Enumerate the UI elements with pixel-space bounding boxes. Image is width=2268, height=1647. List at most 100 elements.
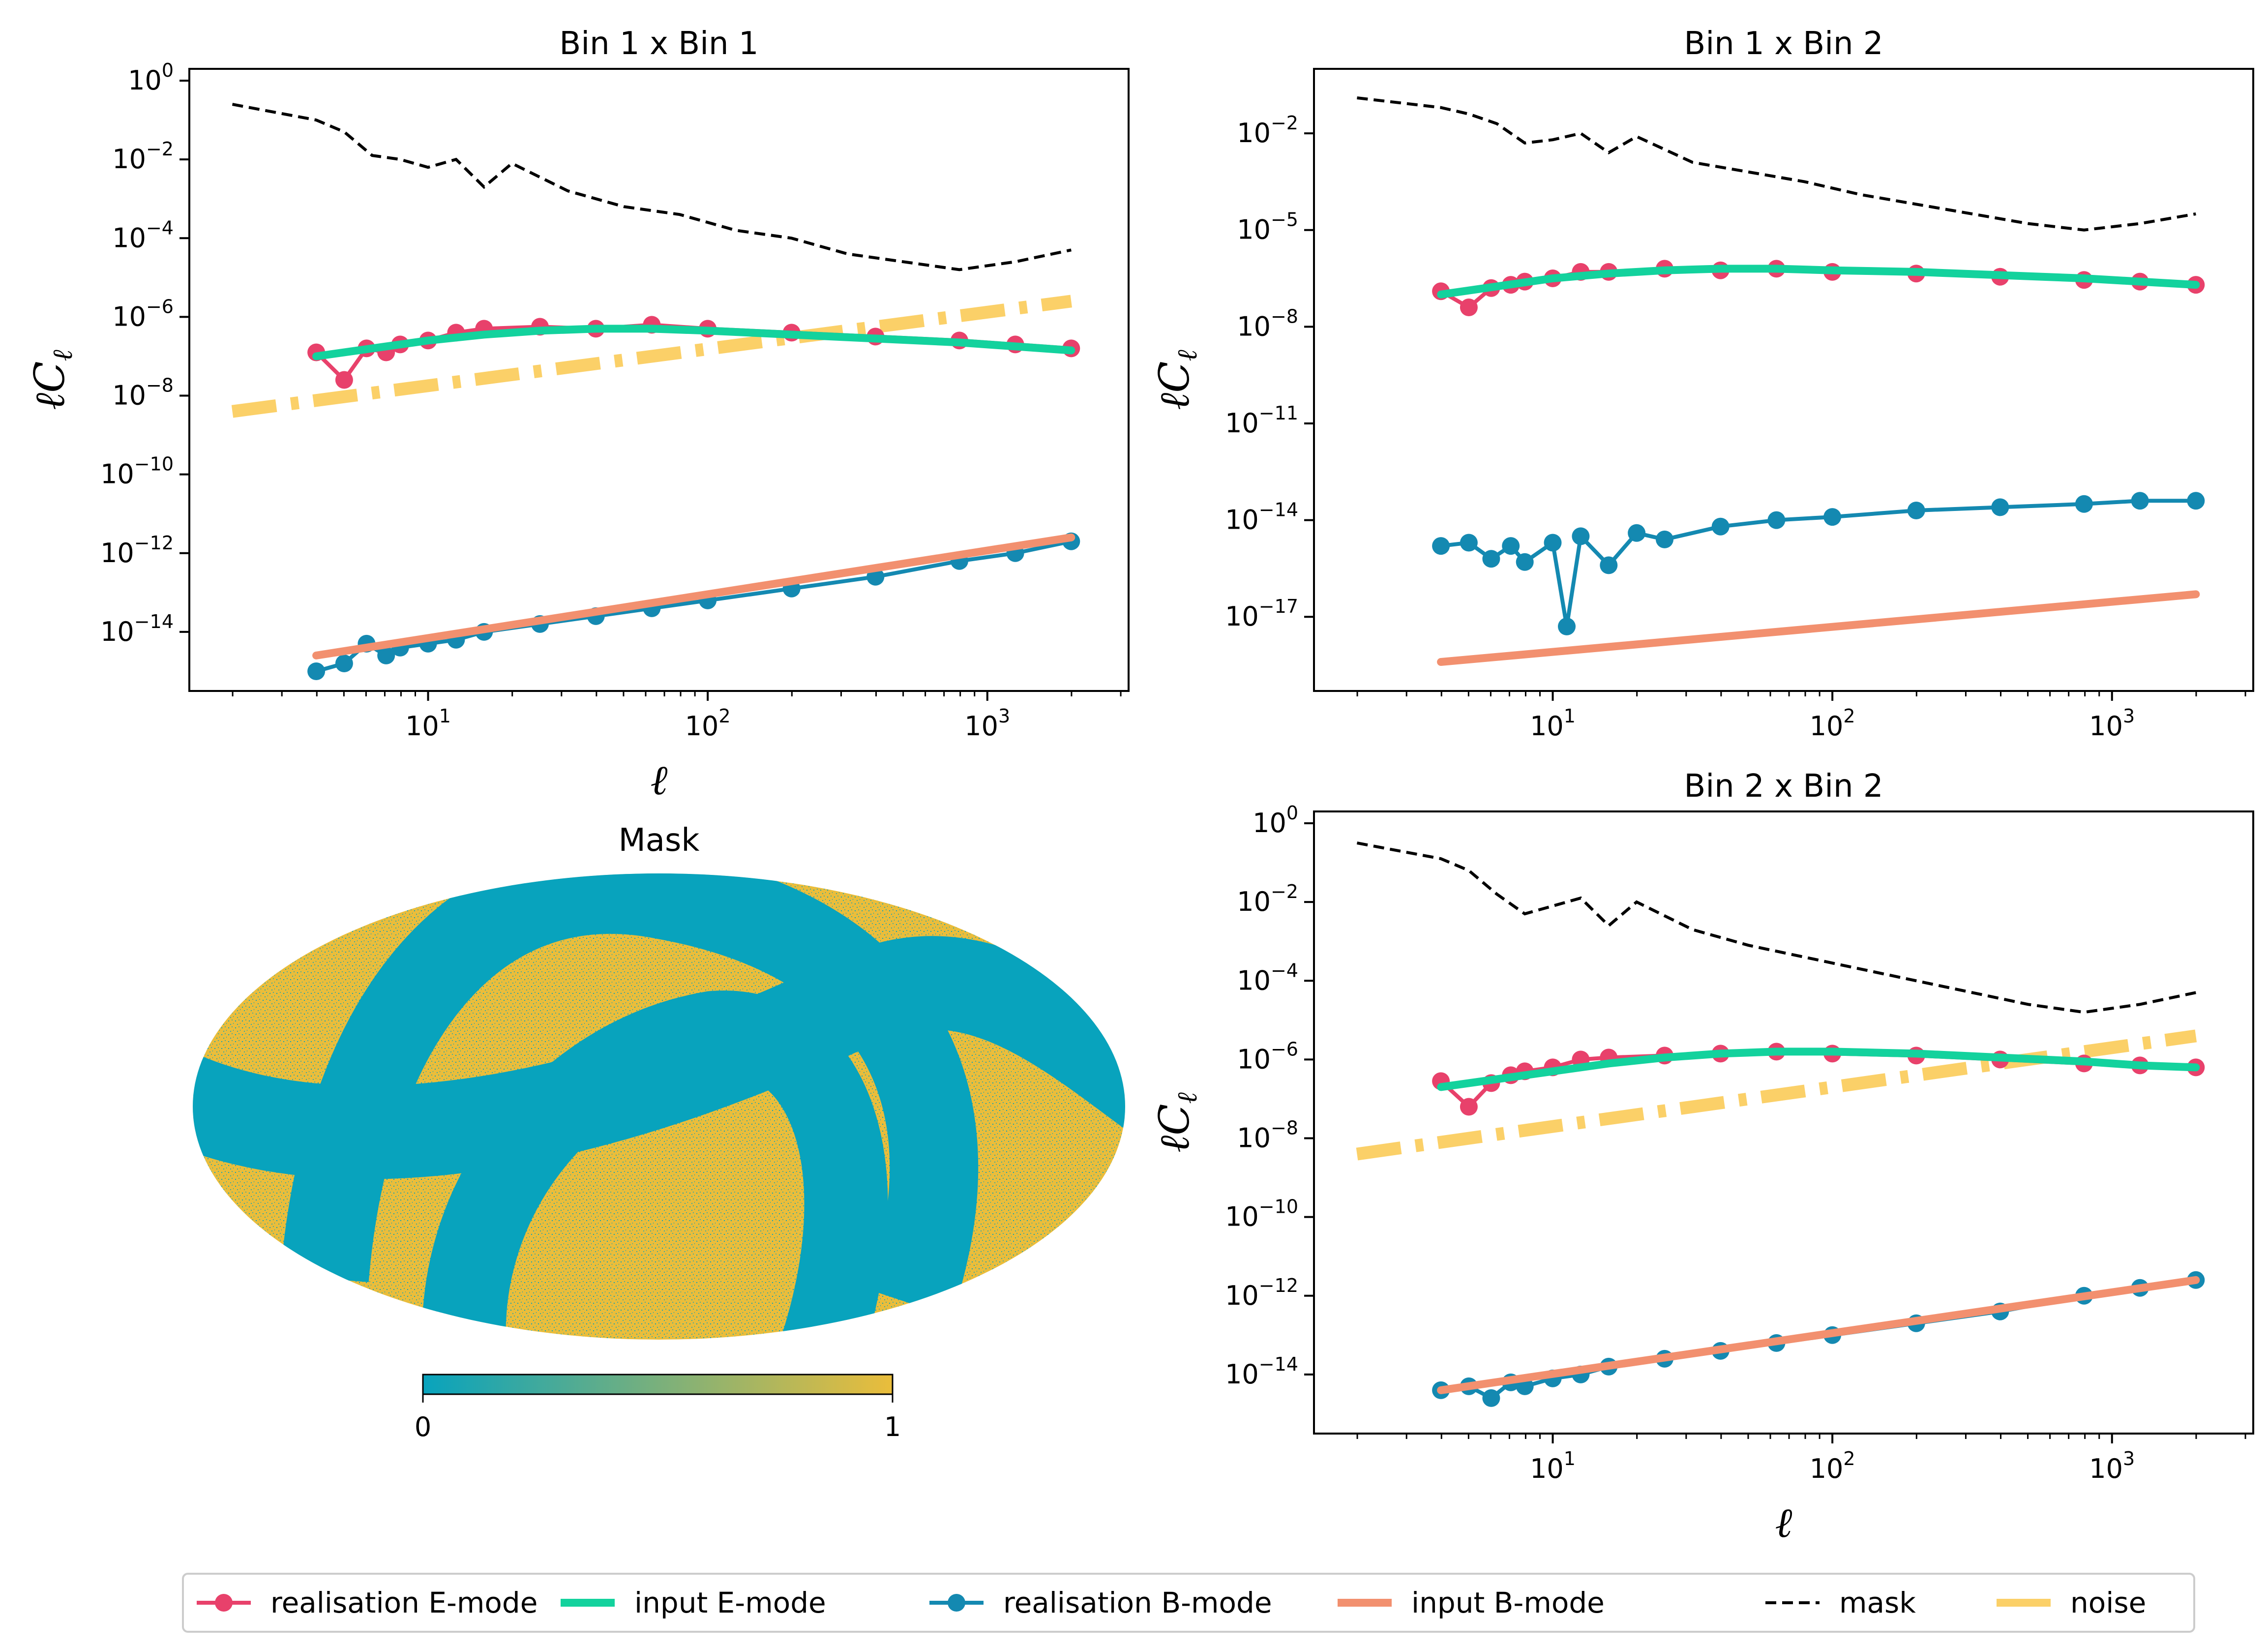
- y-tick-label: 10−8: [112, 375, 174, 411]
- x-axis-label: ℓ: [1775, 1498, 1792, 1547]
- point-realisation-b-mode: [1991, 498, 2009, 516]
- colorbar-label-max: 1: [884, 1411, 901, 1442]
- point-realisation-b-mode: [1823, 508, 1842, 526]
- y-tick-label: 10−14: [100, 611, 174, 647]
- point-realisation-b-mode: [1628, 524, 1646, 542]
- legend-label: realisation E-mode: [270, 1586, 537, 1619]
- mask-map: [193, 873, 1125, 1340]
- point-realisation-b-mode: [1516, 553, 1534, 571]
- legend-item: mask: [1765, 1586, 1916, 1619]
- mask-title: Mask: [619, 822, 700, 859]
- colorbar-label-min: 0: [415, 1411, 431, 1442]
- legend-item: realisation E-mode: [197, 1586, 537, 1619]
- panel-bin2xbin2: Bin 2 x Bin 2 101 102 103 100 10−2 10−4 10−6 10−…: [1150, 768, 2254, 1547]
- series-line-mask: [1357, 96, 2196, 232]
- x-tick-label: 103: [2089, 705, 2135, 742]
- point-realisation-b-mode: [1460, 534, 1478, 552]
- legend-marker: [215, 1594, 233, 1612]
- point-realisation-b-mode: [1432, 537, 1450, 555]
- point-realisation-b-mode: [377, 646, 395, 664]
- y-tick-label: 10−11: [1225, 402, 1298, 439]
- point-realisation-b-mode: [1767, 511, 1786, 529]
- legend-label: input E-mode: [634, 1586, 826, 1619]
- x-tick-label: 103: [2089, 1448, 2135, 1484]
- y-tick-label: 10−14: [1225, 1353, 1298, 1390]
- x-tick-label: 102: [1810, 705, 1855, 742]
- y-tick-label: 100: [128, 60, 174, 96]
- point-realisation-b-mode: [2187, 492, 2205, 510]
- series-line-noise: [1356, 1029, 2197, 1161]
- plot-area: [1357, 96, 2205, 666]
- plot-area: [231, 103, 1080, 680]
- panel-bin1xbin1: Bin 1 x Bin 1 101 102 103 100 10−2 10−4 10−6 10−…: [26, 26, 1130, 804]
- point-realisation-e-mode: [1460, 1098, 1478, 1116]
- legend-frame: [182, 1573, 2195, 1633]
- y-tick-label: 10−12: [100, 532, 174, 569]
- mask-band-arc: [422, 990, 888, 1340]
- point-realisation-e-mode: [1460, 299, 1478, 316]
- y-tick-label: 10−12: [1225, 1275, 1298, 1311]
- panel-title: Bin 1 x Bin 2: [1684, 26, 1883, 62]
- y-axis-label: ℓCℓ: [1150, 350, 1203, 410]
- series-line-input-b-mode: [1437, 1276, 2200, 1394]
- x-axis-label: ℓ: [651, 756, 668, 804]
- point-realisation-b-mode: [2131, 492, 2149, 510]
- series-line-mask: [1356, 841, 2196, 1014]
- y-tick-label: 10−10: [100, 453, 174, 490]
- legend-label: noise: [2070, 1586, 2146, 1619]
- point-realisation-b-mode: [1656, 530, 1673, 548]
- y-tick-label: 10−6: [112, 296, 174, 332]
- axes-frame: [1313, 68, 2254, 692]
- point-realisation-b-mode: [1711, 517, 1730, 536]
- point-realisation-b-mode: [307, 662, 326, 680]
- panel-title: Bin 2 x Bin 2: [1684, 768, 1883, 805]
- y-tick-label: 10−5: [1237, 209, 1298, 245]
- y-tick-label: 10−10: [1225, 1196, 1298, 1232]
- series-line-input-e-mode: [1437, 265, 2200, 299]
- legend-label: input B-mode: [1411, 1586, 1605, 1619]
- point-realisation-b-mode: [1572, 527, 1590, 545]
- y-tick-label: 100: [1253, 802, 1298, 838]
- x-tick-label: 101: [1530, 705, 1576, 742]
- series-line-noise: [231, 295, 1072, 418]
- legend-item: input B-mode: [1338, 1586, 1605, 1619]
- y-tick-label: 10−4: [1237, 959, 1298, 996]
- legend-label: mask: [1839, 1586, 1916, 1619]
- x-tick-label: 101: [1530, 1448, 1576, 1484]
- x-tick-label: 101: [405, 705, 451, 742]
- x-tick-label: 103: [964, 705, 1010, 742]
- point-realisation-b-mode: [335, 655, 353, 672]
- x-tick-label: 102: [685, 705, 731, 742]
- y-tick-label: 10−8: [1237, 305, 1298, 342]
- y-tick-label: 10−14: [1225, 499, 1298, 536]
- legend: realisation E-mode input E-mode realisatio…: [182, 1573, 2195, 1633]
- mask-colorbar: [422, 1374, 894, 1395]
- y-tick-label: 10−6: [1237, 1038, 1298, 1075]
- y-tick-label: 10−4: [112, 217, 174, 253]
- series-line-input-b-mode: [1437, 590, 2200, 666]
- legend-marker: [948, 1594, 965, 1612]
- mask-band-loop: [280, 873, 979, 1318]
- point-realisation-b-mode: [1482, 550, 1500, 568]
- mask-panel: Mask 0 1: [193, 822, 1125, 1442]
- point-realisation-b-mode: [1600, 556, 1618, 574]
- panel-bin1xbin2: Bin 1 x Bin 2 101 102 103 10−2 10−5 10−8 10−11 1…: [1150, 26, 2254, 742]
- point-realisation-b-mode: [1502, 537, 1520, 555]
- legend-item: realisation B-mode: [929, 1586, 1272, 1619]
- point-realisation-e-mode: [335, 371, 353, 389]
- axes-frame: [1313, 810, 2254, 1435]
- legend-item: input E-mode: [561, 1586, 826, 1619]
- x-tick-label: 102: [1810, 1448, 1855, 1484]
- point-realisation-b-mode: [2075, 495, 2093, 513]
- plot-area: [1356, 841, 2205, 1407]
- panel-title: Bin 1 x Bin 1: [559, 26, 758, 62]
- y-tick-label: 10−2: [1237, 112, 1298, 149]
- point-realisation-b-mode: [1482, 1389, 1500, 1407]
- y-tick-label: 10−17: [1225, 596, 1298, 632]
- legend-item: noise: [1997, 1586, 2146, 1619]
- series-line-input-e-mode: [312, 325, 1075, 360]
- y-tick-label: 10−8: [1237, 1117, 1298, 1154]
- y-tick-label: 10−2: [112, 138, 174, 175]
- point-realisation-b-mode: [1558, 617, 1576, 635]
